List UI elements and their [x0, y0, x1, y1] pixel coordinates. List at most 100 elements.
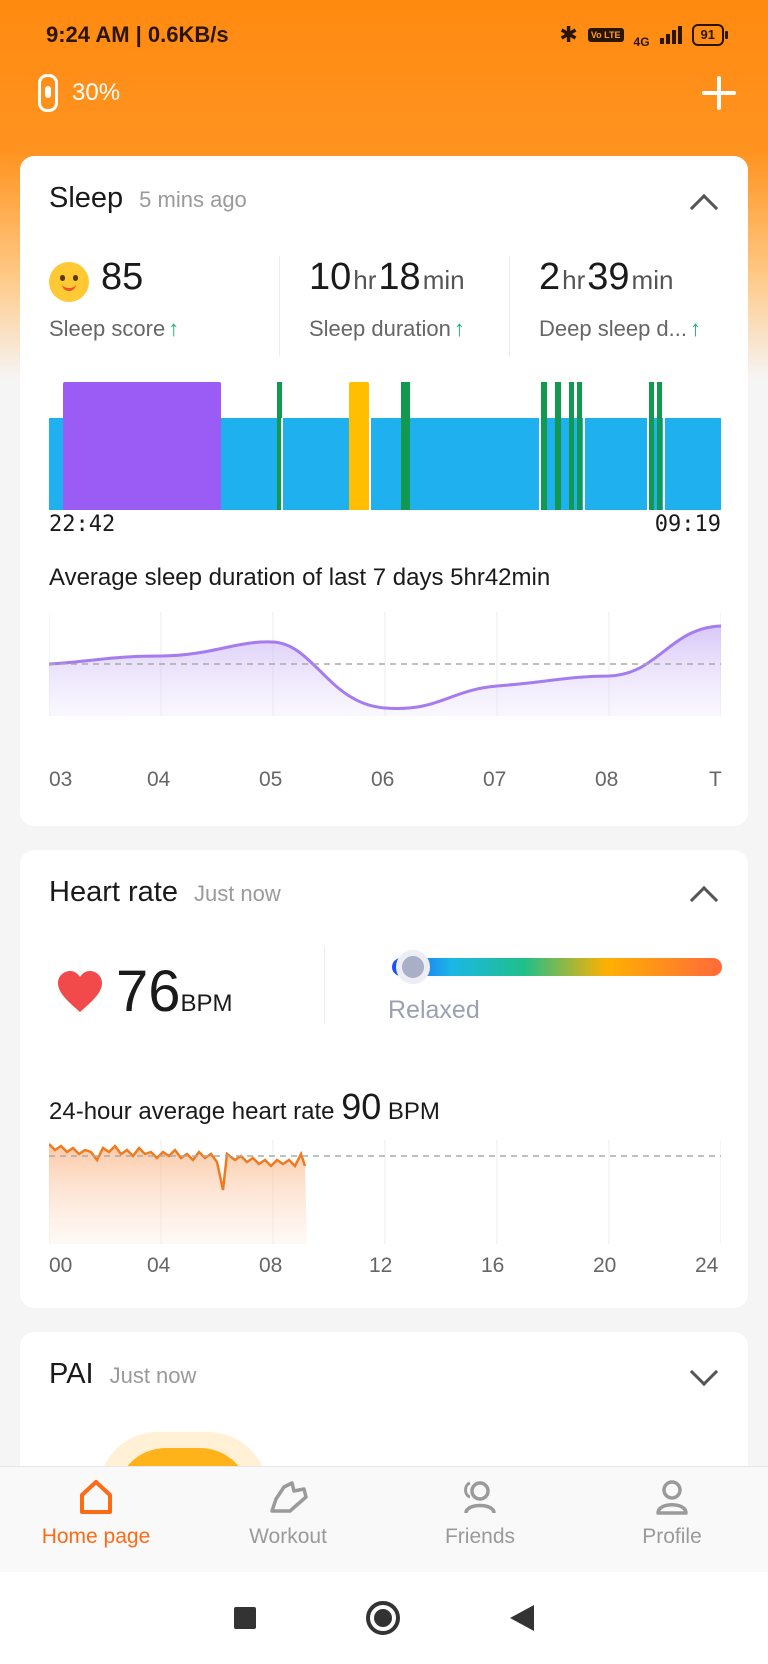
band-battery: 30% [72, 79, 121, 106]
recents-button[interactable] [234, 1607, 256, 1629]
axis-tick: 12 [369, 1254, 393, 1277]
tab-workout[interactable]: Workout [192, 1467, 384, 1572]
stage-gap [663, 418, 665, 510]
tab-label: Home page [41, 1525, 151, 1548]
status-bar: 9:24 AM | 0.6KB/s ✱ Vo LTE 4G 91 [0, 0, 768, 70]
unit-hr: hr [562, 265, 586, 295]
sleep-duration-metric[interactable]: 10 hr 18 min Sleep duration ↑ [279, 256, 509, 356]
unit-min: min [422, 265, 465, 295]
sleep-start-time: 22:42 [49, 512, 116, 537]
home-icon [80, 1480, 112, 1514]
sleep-trend-line [49, 624, 721, 710]
volte-badge: Vo LTE [587, 28, 624, 42]
stage-light [221, 418, 349, 510]
card-updated: Just now [193, 881, 281, 906]
add-button[interactable] [702, 76, 736, 110]
stage-gap [647, 418, 649, 510]
divider [324, 946, 325, 1024]
week-axis: 03 04 05 06 07 08 T [49, 768, 722, 798]
card-title: PAI [49, 1358, 94, 1390]
duration-minutes: 18 [378, 256, 421, 298]
sleep-trend-area [49, 626, 721, 716]
axis-tick: 08 [259, 1254, 283, 1277]
card-updated: 5 mins ago [139, 187, 247, 212]
axis-tick: 07 [483, 768, 507, 791]
bluetooth-icon: ✱ [559, 22, 578, 47]
axis-tick: 04 [147, 1254, 171, 1277]
shoe-icon [270, 1481, 308, 1513]
stage-deep [63, 382, 221, 510]
sleep-duration-label: Sleep duration [309, 316, 451, 341]
axis-tick: 00 [49, 1254, 73, 1277]
stage-light [49, 418, 63, 510]
avg-heart-unit: BPM [387, 1098, 440, 1125]
stage-gap [369, 418, 371, 510]
deep-hours: 2 [539, 256, 561, 298]
stage-rem [349, 382, 369, 510]
stage-awake [577, 382, 582, 510]
tab-profile[interactable]: Profile [576, 1467, 768, 1572]
axis-tick: 16 [481, 1254, 505, 1277]
axis-tick: 04 [147, 768, 171, 791]
back-button[interactable] [510, 1605, 534, 1631]
signal-icon [659, 26, 682, 44]
sleep-score-value: 85 [101, 256, 144, 298]
tab-label: Workout [249, 1525, 327, 1548]
band-icon [38, 74, 58, 112]
axis-tick: 06 [371, 768, 395, 791]
heart-rate-area [49, 1144, 307, 1244]
network-type: 4G [633, 35, 650, 49]
stage-gap [583, 418, 585, 510]
sleep-score-label: Sleep score [49, 316, 166, 341]
tab-label: Profile [642, 1525, 702, 1548]
system-nav-bar [0, 1572, 768, 1664]
tab-label: Friends [444, 1525, 516, 1548]
card-title: Sleep [49, 182, 124, 214]
heart-rate-card[interactable]: Heart rate Just now 76 BPM Relaxed 24-ho… [20, 850, 748, 1308]
profile-icon [656, 1480, 688, 1515]
home-button[interactable] [366, 1601, 400, 1635]
heart-zone-label: Relaxed [388, 996, 480, 1024]
deep-sleep-label: Deep sleep d... [539, 316, 687, 341]
trend-up-icon: ↑ [689, 316, 701, 341]
axis-tick: 05 [259, 768, 283, 791]
stage-awake [555, 382, 561, 510]
deep-sleep-metric[interactable]: 2 hr 39 min Deep sleep d... ↑ [509, 256, 739, 356]
avg-heart-prefix: 24-hour average heart rate [49, 1098, 335, 1125]
trend-up-icon: ↑ [168, 316, 180, 341]
device-status[interactable]: 30% [38, 74, 120, 112]
bottom-tab-bar: Home page Workout Friends Profile [0, 1466, 768, 1572]
stage-awake [649, 382, 654, 510]
smiley-icon [49, 262, 89, 302]
day-axis: 00 04 08 12 16 20 24 [49, 1254, 721, 1284]
stage-awake [569, 382, 574, 510]
duration-hours: 10 [309, 256, 352, 298]
stage-gap [281, 418, 283, 510]
daily-heart-chart[interactable] [49, 1140, 721, 1244]
heart-rate-value: 76 [116, 959, 181, 1024]
deep-minutes: 39 [587, 256, 630, 298]
heart-zone-marker [396, 950, 430, 984]
heart-zone-scale [392, 958, 722, 976]
sleep-stage-chart[interactable] [49, 378, 721, 510]
weekly-sleep-chart[interactable] [49, 612, 721, 716]
heart-rate-line [49, 1143, 307, 1191]
heart-icon [58, 970, 102, 1012]
sleep-card[interactable]: Sleep 5 mins ago 85 Sleep score ↑ 10 hr 18… [20, 156, 748, 826]
trend-up-icon: ↑ [453, 316, 465, 341]
tab-home[interactable]: Home page [0, 1467, 192, 1572]
stage-awake [657, 382, 662, 510]
collapse-icon[interactable] [689, 885, 719, 915]
sleep-score-metric[interactable]: 85 Sleep score ↑ [49, 256, 279, 356]
unit-min: min [631, 265, 674, 295]
tab-friends[interactable]: Friends [384, 1467, 576, 1572]
stage-gap [539, 418, 541, 510]
friends-icon [464, 1481, 496, 1514]
collapse-icon[interactable] [689, 193, 719, 223]
avg-heart-value: 90 [341, 1086, 382, 1127]
status-time: 9:24 AM | 0.6KB/s [46, 22, 229, 47]
axis-tick: T [709, 768, 722, 791]
sleep-metrics: 85 Sleep score ↑ 10 hr 18 min Sleep duratio… [49, 256, 739, 356]
card-title: Heart rate [49, 876, 178, 908]
expand-icon[interactable] [689, 1357, 719, 1387]
